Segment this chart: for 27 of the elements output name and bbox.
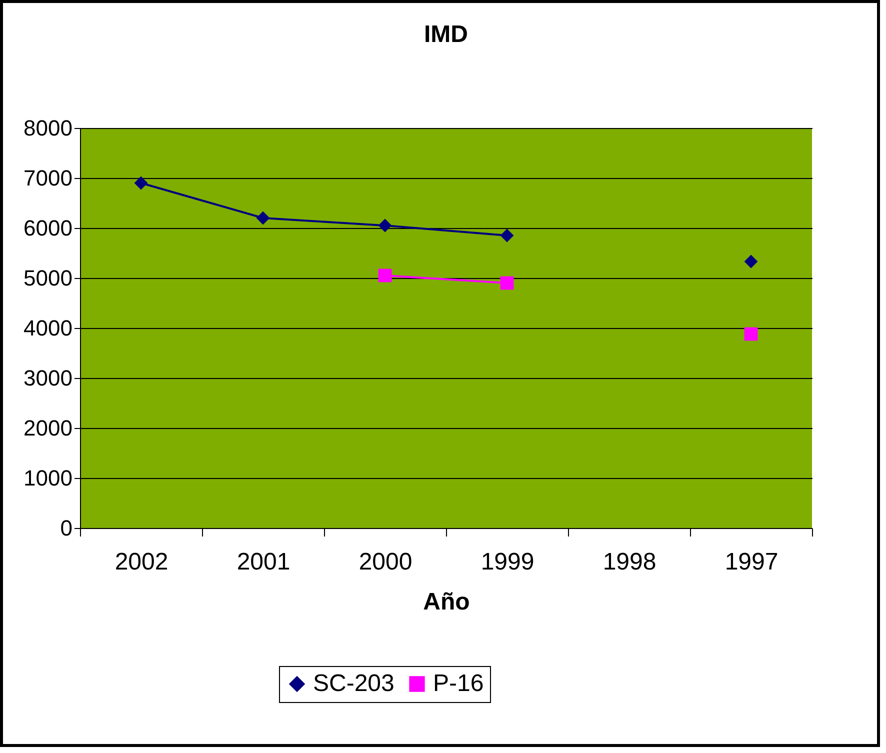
y-tick-label: 2000 bbox=[24, 416, 72, 440]
y-tick-label: 3000 bbox=[24, 366, 72, 390]
point bbox=[256, 211, 270, 225]
legend-label: SC-203 bbox=[313, 670, 394, 697]
x-tick-label: 1999 bbox=[480, 548, 534, 576]
x-tick-label: 2002 bbox=[114, 548, 168, 576]
y-tick-label: 6000 bbox=[24, 216, 72, 240]
point bbox=[744, 254, 758, 268]
point bbox=[134, 176, 148, 190]
y-tick-label: 7000 bbox=[24, 166, 72, 190]
chart-title: IMD bbox=[424, 21, 468, 48]
y-tick-label: 5000 bbox=[24, 266, 72, 290]
x-axis-title: Año bbox=[423, 588, 470, 616]
y-tick-label: 0 bbox=[60, 516, 72, 540]
x-tick-label: 2001 bbox=[236, 548, 290, 576]
y-tick-label: 4000 bbox=[24, 316, 72, 340]
x-tick-label: 2000 bbox=[358, 548, 412, 576]
point bbox=[500, 276, 514, 290]
point bbox=[500, 228, 514, 242]
y-tick-label: 8000 bbox=[24, 116, 72, 140]
x-tick-label: 1998 bbox=[602, 548, 656, 576]
y-tick-label: 1000 bbox=[24, 466, 72, 490]
point bbox=[378, 218, 392, 232]
x-tick-label: 1997 bbox=[724, 548, 778, 576]
legend-label: P-16 bbox=[433, 670, 484, 697]
point bbox=[378, 268, 392, 282]
point bbox=[744, 327, 758, 341]
